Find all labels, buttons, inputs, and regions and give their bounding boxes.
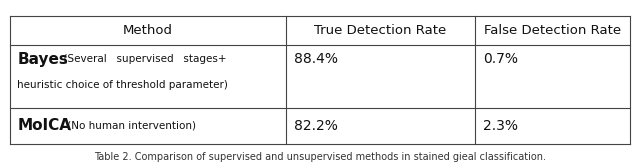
Text: Method: Method: [123, 24, 173, 37]
Text: (Several   supervised   stages+: (Several supervised stages+: [57, 54, 227, 64]
Text: 82.2%: 82.2%: [294, 119, 337, 133]
Text: Bayes: Bayes: [17, 51, 68, 67]
Text: MoICA: MoICA: [17, 118, 71, 133]
Text: (No human intervention): (No human intervention): [64, 121, 196, 131]
Text: 2.3%: 2.3%: [483, 119, 518, 133]
Text: False Detection Rate: False Detection Rate: [484, 24, 621, 37]
Text: 0.7%: 0.7%: [483, 52, 518, 66]
Text: True Detection Rate: True Detection Rate: [314, 24, 447, 37]
Text: 88.4%: 88.4%: [294, 52, 337, 66]
Text: Table 2. Comparison of supervised and unsupervised methods in stained gieal clas: Table 2. Comparison of supervised and un…: [94, 152, 546, 162]
Text: heuristic choice of threshold parameter): heuristic choice of threshold parameter): [17, 80, 228, 90]
